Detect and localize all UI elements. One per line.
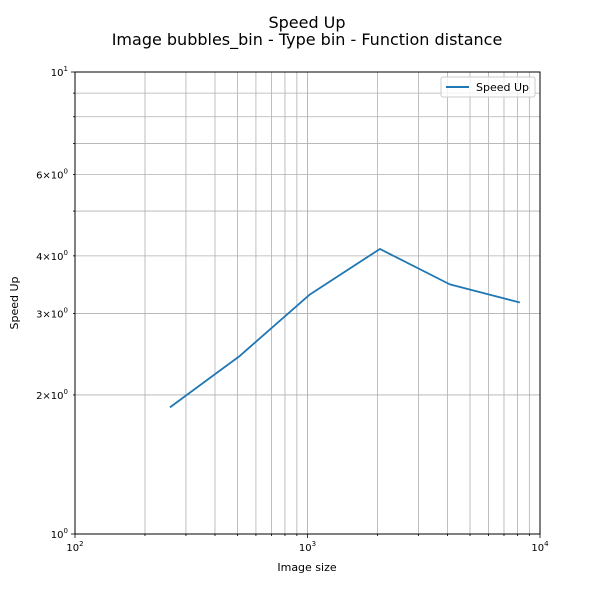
series-line-speed-up bbox=[169, 248, 521, 409]
series-layer bbox=[169, 248, 521, 409]
legend-box bbox=[440, 76, 536, 98]
legend: Speed Up bbox=[440, 76, 536, 98]
y-tick-label: 3×100 bbox=[36, 307, 68, 321]
y-tick-label: 4×100 bbox=[36, 249, 68, 263]
y-axis-label: Speed Up bbox=[8, 276, 21, 329]
x-tick-label: 103 bbox=[299, 540, 316, 554]
legend-label: Speed Up bbox=[476, 81, 529, 94]
grid-lines bbox=[74, 72, 540, 535]
y-tick-label: 6×100 bbox=[36, 167, 68, 181]
tick-labels: 102 103 104 100 2×100 3×100 4×100 6×100 101 bbox=[36, 65, 549, 554]
y-tick-label: 2×100 bbox=[36, 388, 68, 402]
chart-subtitle: Image bubbles_bin - Type bin - Function … bbox=[112, 30, 503, 50]
chart-title: Speed Up bbox=[268, 13, 345, 32]
x-axis-label: Image size bbox=[277, 561, 337, 574]
axis-ticks bbox=[71, 71, 541, 538]
y-tick-label: 101 bbox=[51, 65, 68, 79]
x-tick-label: 102 bbox=[66, 540, 83, 554]
y-tick-label: 100 bbox=[51, 527, 68, 541]
x-tick-label: 104 bbox=[531, 540, 549, 554]
